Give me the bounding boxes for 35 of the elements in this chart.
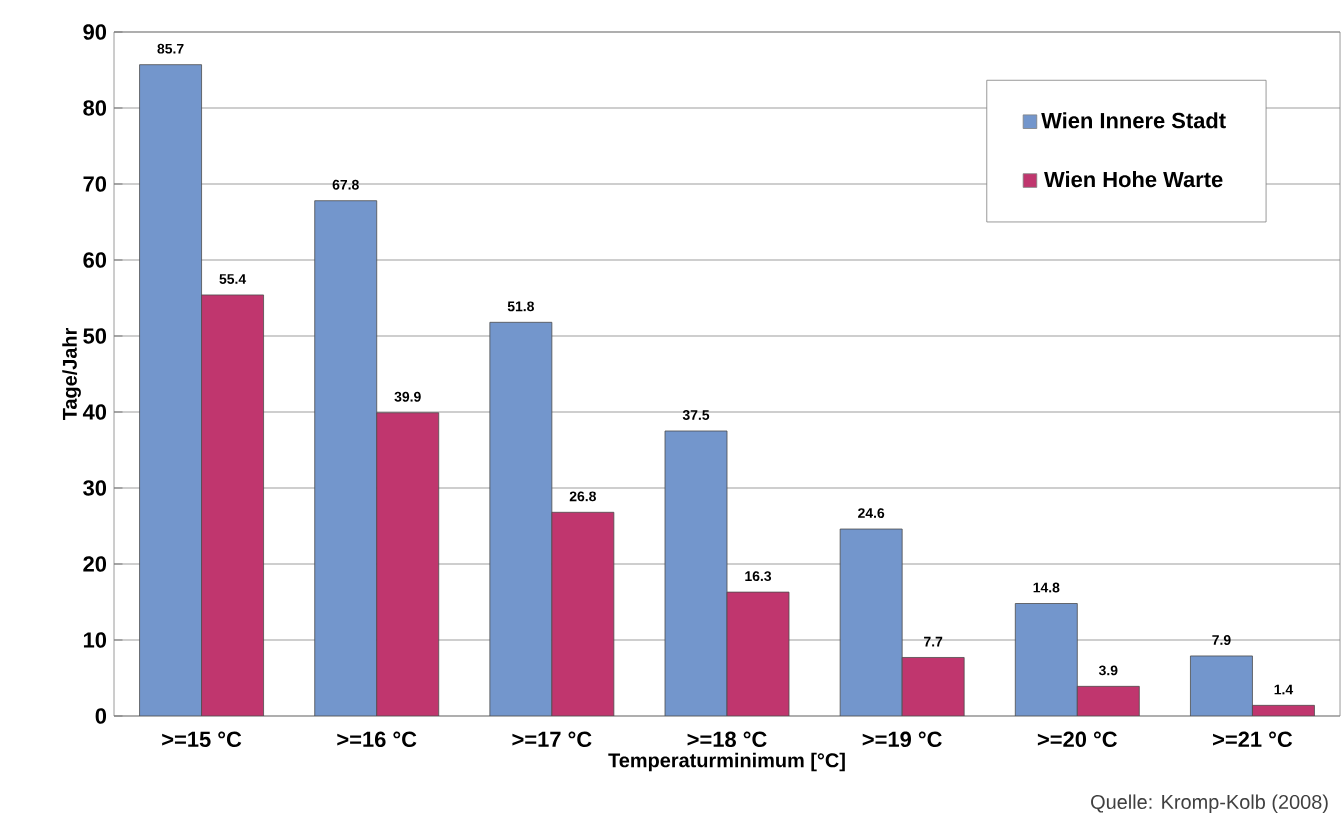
bar (1015, 603, 1078, 716)
y-tick-label: 10 (83, 632, 107, 648)
bar (665, 430, 728, 716)
bar (1190, 655, 1253, 716)
x-axis-title: Temperaturminimum [°C] (608, 752, 845, 772)
y-tick-label: 90 (83, 24, 107, 40)
bar (551, 512, 614, 716)
y-tick-label: 80 (83, 100, 107, 116)
bar (139, 64, 202, 716)
bar (1077, 686, 1140, 716)
x-tick-label: >=15 °C (162, 731, 242, 748)
bar (840, 529, 903, 716)
bar (902, 657, 965, 716)
bar (727, 592, 790, 716)
y-tick-label: 40 (82, 404, 107, 420)
legend-label: Wien Innere Stadt (1041, 112, 1226, 129)
x-tick-label: >=19 °C (862, 731, 942, 748)
bar (201, 294, 264, 716)
bar (376, 412, 439, 716)
x-tick-label: >=20 °C (1037, 731, 1117, 748)
y-tick-label: 60 (83, 252, 107, 268)
y-tick-label: 20 (83, 556, 107, 572)
y-tick-label: 50 (83, 328, 107, 344)
x-tick-label: >=16 °C (337, 731, 417, 748)
x-tick-label: >=18 °C (687, 731, 767, 748)
source-note: Quelle: Kromp-Kolb (2008) (1091, 794, 1328, 813)
y-tick-label: 70 (83, 176, 107, 192)
x-tick-label: >=21 °C (1213, 731, 1293, 748)
y-axis-title: Tage/Jahr (62, 327, 81, 421)
bar (314, 200, 377, 716)
legend-label: Wien Hohe Warte (1044, 171, 1223, 188)
y-tick-label: 30 (83, 480, 107, 496)
bar (489, 322, 552, 716)
y-tick-label: 0 (95, 708, 107, 724)
x-tick-label: >=17 °C (512, 731, 592, 748)
